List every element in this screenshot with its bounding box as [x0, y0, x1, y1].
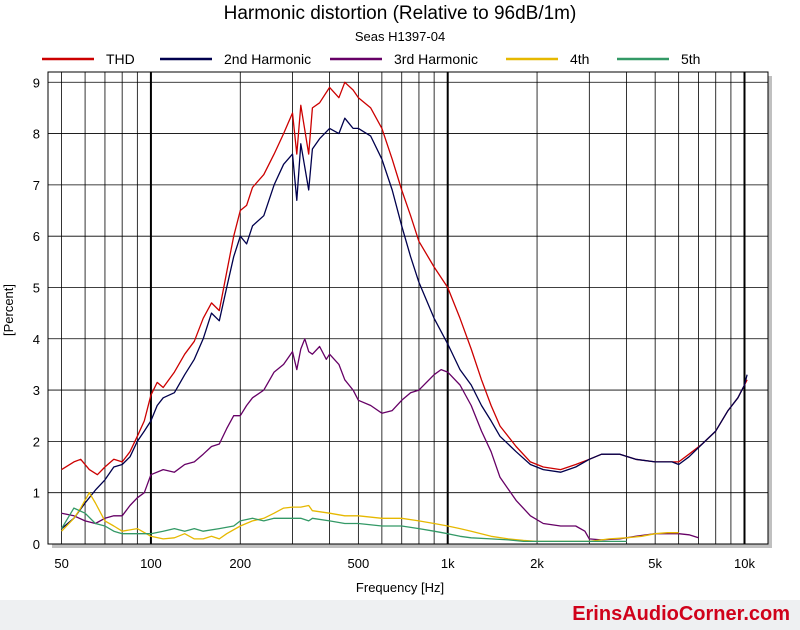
legend-label: THD — [106, 51, 135, 67]
series-line-1 — [61, 117, 748, 530]
chart-subtitle: Seas H1397-04 — [355, 29, 445, 44]
x-tick-label: 2k — [530, 556, 544, 571]
y-tick-label: 9 — [33, 75, 40, 90]
y-tick-label: 1 — [33, 486, 40, 501]
x-tick-labels: 50 100 200 500 1k 2k 5k 10k — [54, 556, 755, 571]
legend-label: 4th — [570, 51, 589, 67]
x-axis-label: Frequency [Hz] — [356, 580, 444, 595]
harmonic-distortion-chart: Harmonic distortion (Relative to 96dB/1m… — [1, 3, 772, 595]
y-axis-label: [Percent] — [1, 284, 16, 336]
x-tick-label: 10k — [734, 556, 755, 571]
legend-label: 3rd Harmonic — [394, 51, 478, 67]
plot-grid — [48, 72, 768, 545]
x-tick-label: 500 — [348, 556, 370, 571]
x-tick-label: 100 — [140, 556, 162, 571]
x-tick-label: 5k — [648, 556, 662, 571]
y-tick-labels: 0 1 2 3 4 5 6 7 8 9 — [33, 75, 40, 552]
series-line-4 — [61, 507, 627, 543]
y-tick-label: 8 — [33, 127, 40, 142]
series-lines — [61, 81, 748, 543]
y-tick-label: 5 — [33, 280, 40, 295]
x-tick-label: 50 — [54, 556, 68, 571]
y-tick-label: 7 — [33, 178, 40, 193]
y-tick-label: 0 — [33, 537, 40, 552]
y-tick-label: 2 — [33, 434, 40, 449]
y-tick-label: 6 — [33, 229, 40, 244]
chart-legend: THD 2nd Harmonic 3rd Harmonic 4th 5th — [42, 51, 700, 67]
x-tick-label: 200 — [229, 556, 251, 571]
y-tick-label: 3 — [33, 383, 40, 398]
footer-band — [0, 600, 800, 630]
legend-label: 5th — [681, 51, 700, 67]
x-tick-label: 1k — [441, 556, 455, 571]
plot-area — [47, 71, 769, 545]
footer-brand-link[interactable]: ErinsAudioCorner.com — [572, 603, 790, 625]
legend-label: 2nd Harmonic — [224, 51, 311, 67]
chart-title: Harmonic distortion (Relative to 96dB/1m… — [224, 3, 577, 24]
y-tick-label: 4 — [33, 332, 40, 347]
series-line-2 — [61, 338, 699, 541]
